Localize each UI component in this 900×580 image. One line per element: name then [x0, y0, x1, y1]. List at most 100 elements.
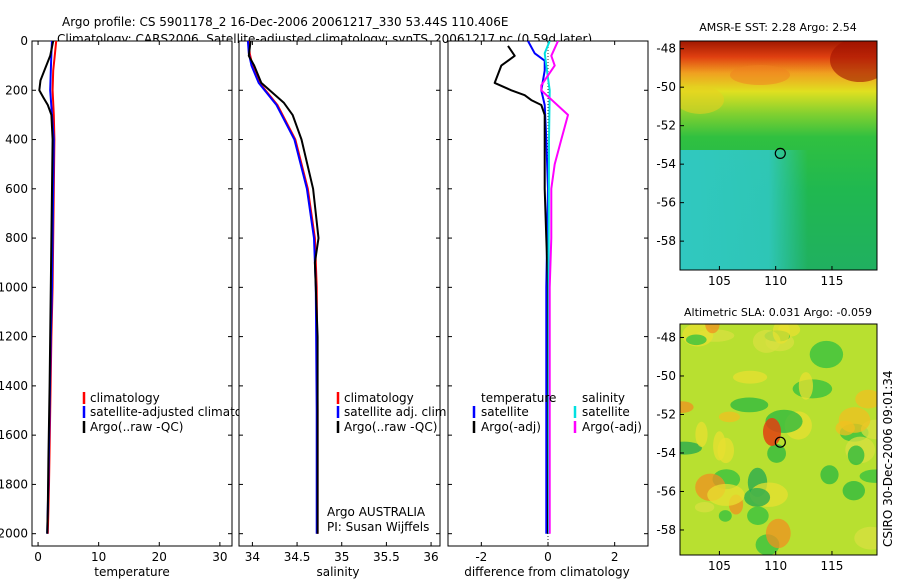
temperature-ytick-label: 1200 [0, 330, 28, 344]
sla-blob [809, 340, 844, 369]
temperature-ytick-label: 800 [5, 231, 28, 245]
sst-map-ytick-label: -56 [656, 196, 676, 210]
difference-series-salinity-argo-adj- [540, 41, 569, 534]
legend-label-temp-argo: Argo(-adj) [481, 420, 541, 434]
temperature-ytick-label: 2000 [0, 527, 28, 541]
sst-argo-location-marker [774, 147, 786, 159]
sla-blob [767, 444, 786, 463]
difference-series-temperature-argo-adj- [493, 45, 549, 534]
sla-blob [686, 334, 707, 346]
sst-map-xtick-label: 105 [708, 274, 731, 288]
sst-map-xtick-label: 115 [821, 274, 844, 288]
sst-map-ticks: 105 110 115 -48 -50 -52 -54 -56 -58 [656, 42, 843, 288]
sst-field-cold-water [680, 150, 877, 270]
argo-credit-line2: PI: Susan Wijffels [327, 520, 429, 534]
salinity-plot-frame [238, 40, 441, 547]
sla-blob [820, 465, 839, 485]
temperature-plot-frame [31, 40, 233, 547]
sst-map-xtick-label: 110 [764, 274, 787, 288]
salinity-xtick-label: 34 [245, 550, 260, 564]
legend-label-argo: Argo(..raw -QC) [344, 420, 437, 434]
sla-blob [798, 372, 814, 400]
temperature-lines [38, 41, 58, 534]
sst-map-title: AMSR-E SST: 2.28 Argo: 2.54 [699, 21, 857, 34]
salinity-xtick-label: 34.5 [284, 550, 311, 564]
sst-map-field [680, 41, 877, 270]
sla-blob [705, 324, 720, 334]
sla-map-ytick-label: -58 [656, 523, 676, 537]
temperature-ytick-label: 0 [20, 34, 28, 48]
sla-map-ticks: 105 110 115 -48 -50 -52 -54 -56 -58 [656, 330, 843, 573]
sst-map-ytick-label: -58 [656, 234, 676, 248]
difference-lines [493, 41, 569, 534]
temperature-series-argo-raw-qc- [38, 41, 55, 534]
sst-map-ytick-label: -48 [656, 42, 676, 56]
sla-argo-location-marker [774, 436, 786, 448]
legend-heading-temperature: temperature [481, 391, 556, 405]
temperature-ytick-label: 200 [5, 83, 28, 97]
difference-xlabel: difference from climatology [464, 565, 630, 579]
sla-map-field [680, 324, 877, 555]
salinity-xlabel: salinity [316, 565, 359, 579]
temperature-ytick-label: 400 [5, 133, 28, 147]
temperature-legend: climatology satellite-adjusted climatolo… [82, 391, 268, 434]
sla-blob [695, 421, 708, 447]
legend-label-satellite-adjusted: satellite-adjusted climatology [90, 405, 268, 419]
temperature-ytick-label: 600 [5, 182, 28, 196]
salinity-panel: 34 34.5 35 35.5 36 salinity climatology sate… [238, 40, 450, 579]
salinity-series-satellite-adj-clim- [246, 41, 318, 534]
sla-blob [838, 407, 871, 433]
salinity-xtick-label: 35.5 [373, 550, 400, 564]
difference-xtick-label: 0 [544, 550, 552, 564]
sla-blob [744, 488, 771, 507]
sst-map-ytick-label: -52 [656, 119, 676, 133]
figure-title-line1: Argo profile: CS 5901178_2 16-Dec-2006 2… [62, 15, 508, 29]
salinity-legend: climatology satellite adj. clim. Argo(..… [336, 391, 450, 434]
legend-label-climatology: climatology [90, 391, 160, 405]
temperature-ytick-label: 1800 [0, 477, 28, 491]
argo-credit-line1: Argo AUSTRALIA [327, 505, 426, 519]
sla-blob [680, 441, 702, 455]
sla-blob [847, 445, 865, 466]
csiro-timestamp: CSIRO 30-Dec-2006 09:01:34 [881, 370, 895, 547]
sla-map-xtick-label: 110 [764, 559, 787, 573]
sla-map-ytick-label: -52 [656, 407, 676, 421]
sla-map-frame [679, 323, 878, 556]
sla-blob [713, 431, 726, 461]
temperature-xtick-label: 30 [212, 550, 227, 564]
temperature-ytick-label: 1400 [0, 379, 28, 393]
sst-map-panel: AMSR-E SST: 2.28 Argo: 2.54 105 110 115 -48… [656, 21, 878, 288]
sla-map-title: Altimetric SLA: 0.031 Argo: -0.059 [684, 306, 872, 319]
sst-warm-patch [830, 41, 877, 82]
sla-blob [718, 411, 741, 423]
sla-map-ytick-label: -48 [656, 330, 676, 344]
salinity-lines [246, 41, 320, 534]
sla-blob [747, 506, 769, 525]
legend-label-argo: Argo(..raw -QC) [90, 420, 183, 434]
sla-blob [718, 510, 732, 522]
sla-blob-high [763, 418, 781, 446]
legend-label-temp-satellite: satellite [481, 405, 529, 419]
sla-map-panel: Altimetric SLA: 0.031 Argo: -0.059 105 11… [656, 306, 878, 573]
sla-map-ytick-label: -50 [656, 369, 676, 383]
temperature-xtick-label: 0 [34, 550, 42, 564]
difference-panel: -2 0 2 difference from climatology tempera… [447, 40, 649, 579]
sla-map-ytick-label: -56 [656, 484, 676, 498]
salinity-xtick-label: 35 [334, 550, 349, 564]
sla-field-blobs [680, 324, 877, 555]
temperature-xlabel: temperature [94, 565, 169, 579]
sla-map-xtick-label: 115 [821, 559, 844, 573]
salinity-ticks: 34 34.5 35 35.5 36 [239, 40, 440, 564]
legend-label-sal-satellite: satellite [582, 405, 630, 419]
sst-yellow-patch [680, 86, 724, 114]
sla-blob [855, 389, 877, 409]
sst-map-ytick-label: -54 [656, 157, 676, 171]
sst-map-ytick-label: -50 [656, 80, 676, 94]
temperature-xtick-label: 10 [91, 550, 106, 564]
sla-map-xtick-label: 105 [708, 559, 731, 573]
sla-map-ytick-label: -54 [656, 446, 676, 460]
sla-blob [730, 397, 769, 413]
sla-blob [765, 518, 791, 549]
sla-blob [842, 481, 865, 501]
